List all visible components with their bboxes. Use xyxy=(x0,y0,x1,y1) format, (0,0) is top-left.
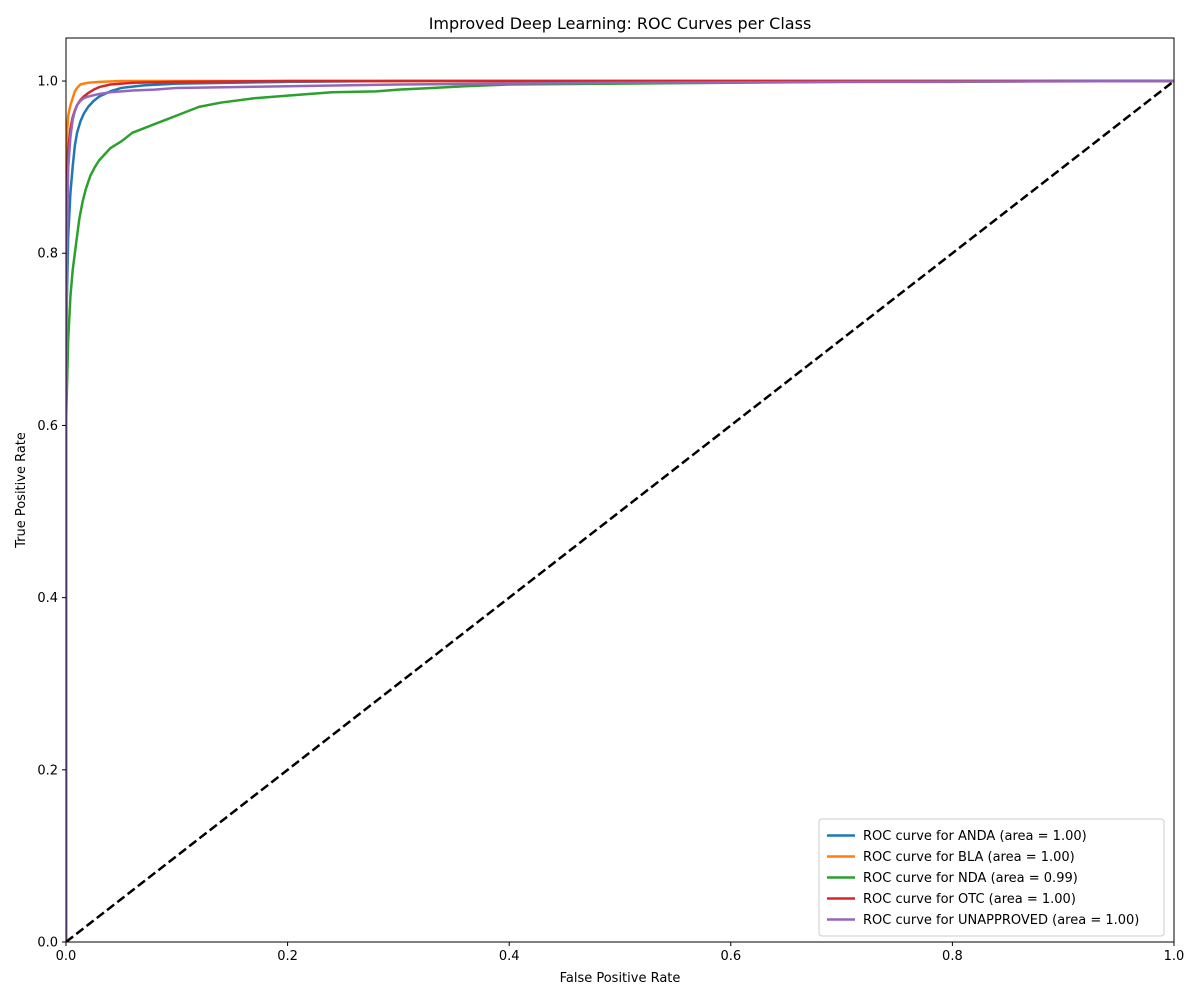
legend-label: ROC curve for UNAPPROVED (area = 1.00) xyxy=(863,913,1139,928)
y-tick-label: 0.6 xyxy=(37,419,58,434)
y-tick-label: 0.0 xyxy=(37,936,58,951)
y-tick-label: 1.0 xyxy=(37,75,58,90)
legend: ROC curve for ANDA (area = 1.00) ROC curv… xyxy=(818,818,1165,937)
legend-box xyxy=(818,818,1165,937)
legend-label: ROC curve for NDA (area = 0.99) xyxy=(863,871,1078,886)
axis-ticks: 0.0 0.2 0.4 0.6 0.8 1.0 0.0 0.2 0.4 0.6 0.8 1.0 xyxy=(37,75,1184,964)
y-axis-label: True Positive Rate xyxy=(14,432,29,549)
chance-diagonal-line xyxy=(66,80,1174,942)
series-line-4 xyxy=(66,79,1174,942)
legend-label: ROC curve for BLA (area = 1.00) xyxy=(863,850,1075,865)
y-tick-label: 0.4 xyxy=(37,591,58,606)
plot-frame xyxy=(65,37,1175,943)
x-axis-label: False Positive Rate xyxy=(560,971,681,986)
legend-label: ROC curve for OTC (area = 1.00) xyxy=(863,892,1076,907)
x-tick-label: 0.6 xyxy=(720,949,741,964)
legend-label: ROC curve for ANDA (area = 1.00) xyxy=(863,829,1087,844)
x-tick-label: 0.0 xyxy=(56,949,77,964)
y-tick-label: 0.2 xyxy=(37,763,58,778)
y-tick-label: 0.8 xyxy=(37,247,58,262)
x-tick-label: 0.2 xyxy=(277,949,298,964)
plot-area xyxy=(66,79,1174,942)
chart-title: Improved Deep Learning: ROC Curves per C… xyxy=(429,14,812,33)
x-tick-label: 0.4 xyxy=(499,949,520,964)
x-tick-label: 0.8 xyxy=(942,949,963,964)
x-tick-label: 1.0 xyxy=(1164,949,1185,964)
